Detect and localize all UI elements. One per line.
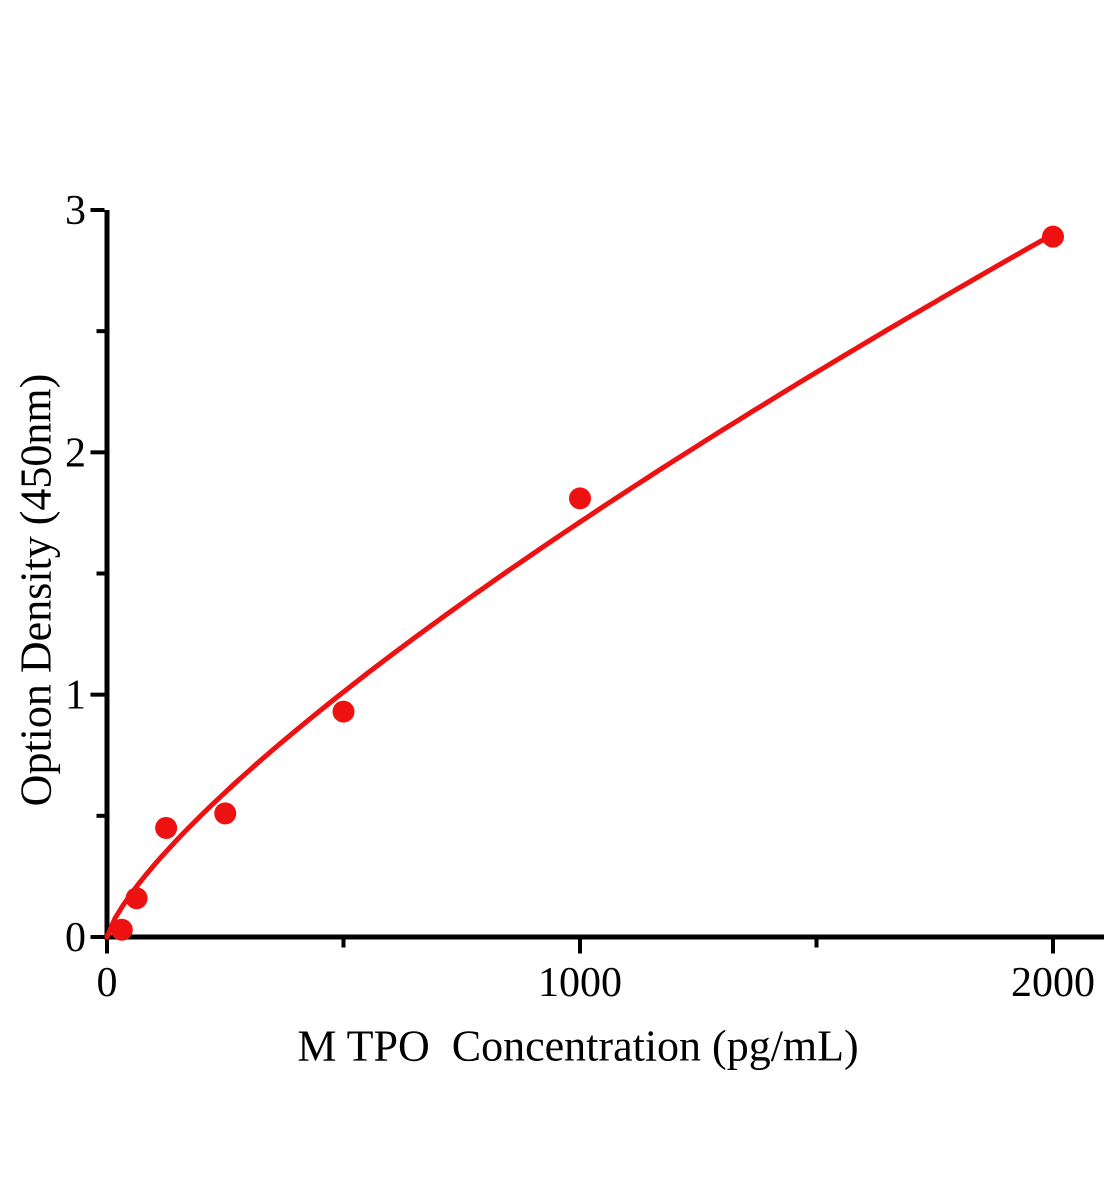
y-tick-label: 2 <box>65 430 86 476</box>
data-point <box>214 802 237 825</box>
x-tick-label: 2000 <box>1011 960 1095 1006</box>
y-tick-label: 1 <box>65 673 86 719</box>
y-axis-title: Option Density (450nm) <box>11 373 61 807</box>
x-tick-label: 1000 <box>538 960 622 1006</box>
data-point <box>1042 225 1064 248</box>
data-point <box>125 887 148 910</box>
x-tick-label: 0 <box>97 960 118 1006</box>
y-tick-label: 0 <box>65 915 86 961</box>
data-point <box>155 816 178 839</box>
fit-curve <box>104 231 1056 940</box>
y-tick-label: 3 <box>65 188 86 234</box>
x-axis-title: M TPO Concentration (pg/mL) <box>297 1021 859 1071</box>
data-point <box>569 487 591 510</box>
data-point <box>110 918 133 941</box>
data-point <box>332 700 355 723</box>
